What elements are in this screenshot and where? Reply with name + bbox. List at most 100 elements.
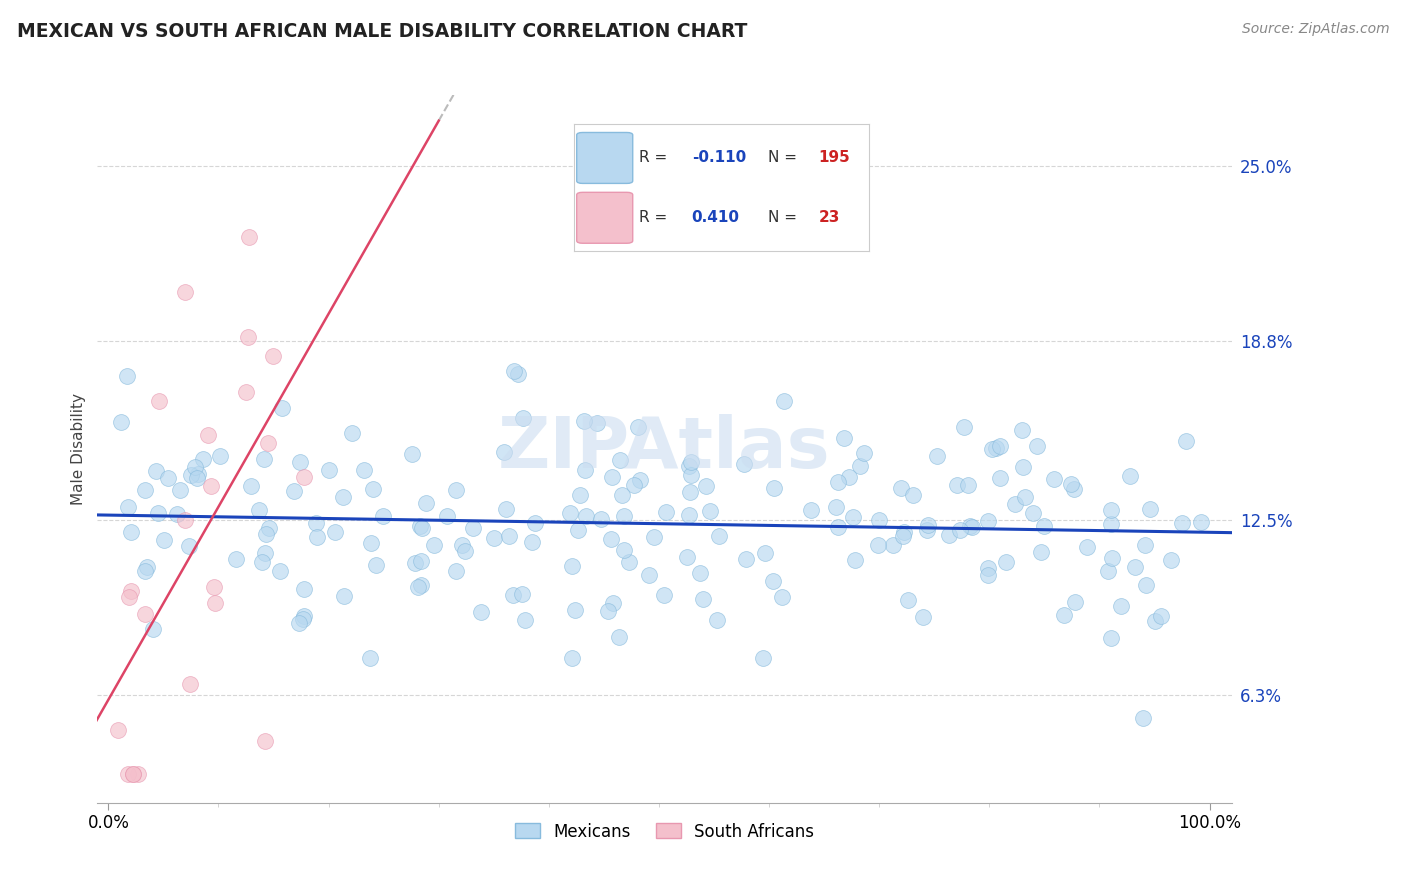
Point	[118, 590, 141, 604]
Point	[208, 449, 231, 463]
Point	[1144, 615, 1167, 629]
Point	[575, 509, 598, 524]
Point	[1004, 497, 1026, 511]
Point	[1064, 595, 1087, 609]
Point	[450, 537, 472, 551]
Point	[408, 580, 430, 594]
Point	[262, 349, 284, 363]
Point	[977, 568, 1000, 582]
Point	[763, 481, 786, 495]
Point	[202, 580, 225, 594]
Text: Source: ZipAtlas.com: Source: ZipAtlas.com	[1241, 22, 1389, 37]
Point	[927, 449, 949, 463]
Point	[610, 488, 633, 502]
Point	[253, 545, 276, 559]
Point	[838, 470, 860, 484]
Point	[959, 519, 981, 533]
Point	[882, 538, 904, 552]
Point	[834, 431, 856, 445]
Point	[200, 478, 222, 492]
Point	[186, 471, 208, 485]
Point	[679, 484, 702, 499]
Point	[146, 506, 169, 520]
Point	[283, 483, 305, 498]
Point	[254, 733, 277, 747]
Point	[613, 508, 636, 523]
Point	[695, 479, 717, 493]
Point	[405, 557, 427, 571]
Point	[323, 524, 346, 539]
Point	[733, 458, 755, 472]
Point	[574, 463, 596, 477]
Point	[1097, 564, 1119, 578]
Point	[770, 590, 793, 604]
Point	[444, 483, 467, 497]
Point	[735, 551, 758, 566]
Point	[482, 531, 505, 545]
Text: ZIPAtlas: ZIPAtlas	[498, 415, 831, 483]
Point	[754, 546, 776, 560]
Point	[609, 453, 631, 467]
Point	[692, 591, 714, 606]
Point	[360, 536, 382, 550]
Point	[269, 564, 291, 578]
Point	[173, 285, 195, 299]
Point	[134, 564, 156, 578]
Point	[844, 553, 866, 567]
Point	[409, 519, 432, 533]
Point	[1150, 608, 1173, 623]
Point	[252, 555, 274, 569]
Point	[184, 460, 207, 475]
Point	[897, 593, 920, 607]
Point	[627, 420, 650, 434]
Point	[976, 515, 998, 529]
Point	[568, 487, 591, 501]
Point	[628, 473, 651, 487]
Point	[1011, 460, 1033, 475]
Point	[361, 482, 384, 496]
Point	[502, 364, 524, 378]
Point	[401, 447, 423, 461]
Point	[1060, 477, 1083, 491]
Point	[494, 444, 516, 458]
Point	[1191, 516, 1213, 530]
Point	[411, 521, 433, 535]
Point	[256, 435, 278, 450]
Point	[868, 513, 890, 527]
Point	[152, 533, 174, 548]
Point	[893, 528, 915, 542]
Point	[1022, 507, 1045, 521]
Point	[107, 723, 129, 737]
Point	[602, 596, 624, 610]
Point	[773, 394, 796, 409]
Point	[292, 470, 315, 484]
Point	[589, 512, 612, 526]
Point	[984, 441, 1007, 455]
Point	[508, 367, 530, 381]
Point	[120, 525, 142, 540]
Point	[145, 464, 167, 478]
Point	[239, 479, 262, 493]
Point	[1133, 538, 1156, 552]
Point	[609, 630, 631, 644]
Point	[1011, 424, 1033, 438]
Point	[564, 602, 586, 616]
Point	[752, 650, 775, 665]
Point	[333, 589, 356, 603]
Point	[800, 502, 823, 516]
Point	[890, 481, 912, 495]
Point	[1099, 516, 1122, 531]
Point	[1123, 559, 1146, 574]
Point	[654, 505, 676, 519]
Legend: Mexicans, South Africans: Mexicans, South Africans	[509, 816, 821, 847]
Point	[911, 609, 934, 624]
Point	[699, 504, 721, 518]
Point	[238, 330, 260, 344]
Point	[623, 478, 645, 492]
Point	[938, 527, 960, 541]
Point	[977, 561, 1000, 575]
Point	[134, 607, 156, 622]
Point	[225, 551, 247, 566]
Point	[1063, 483, 1085, 497]
Point	[1101, 550, 1123, 565]
